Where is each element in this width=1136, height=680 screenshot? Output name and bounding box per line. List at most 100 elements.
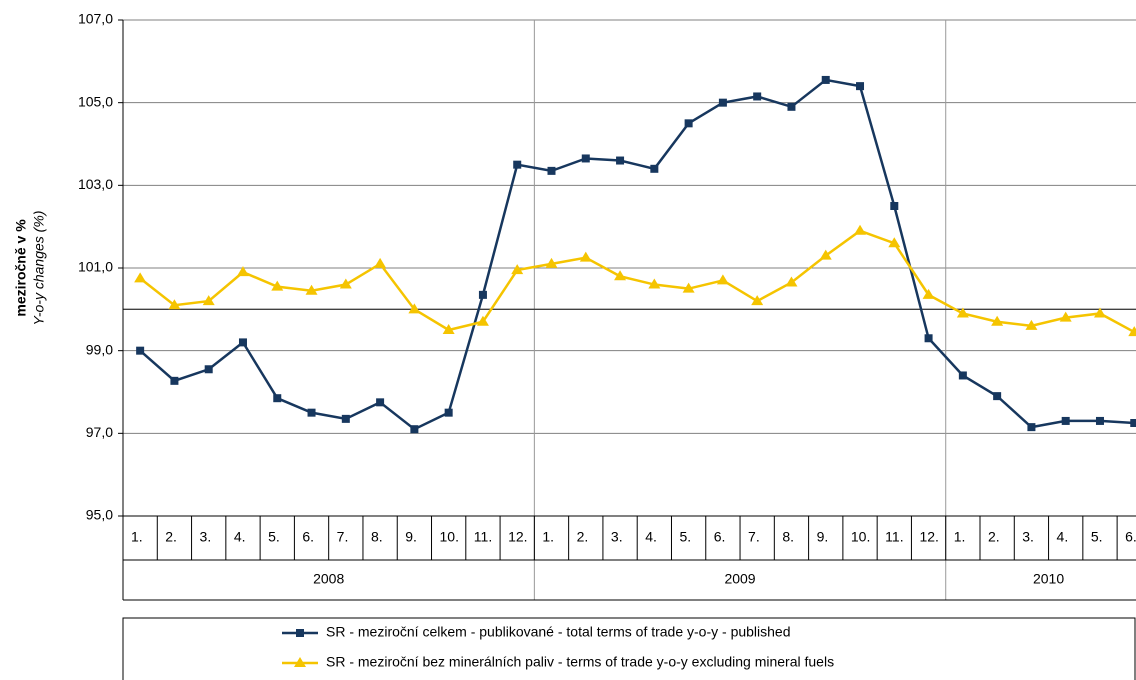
x-tick-label: 5. bbox=[1091, 529, 1103, 545]
x-tick-label: 1. bbox=[954, 529, 966, 545]
marker bbox=[547, 166, 556, 175]
marker bbox=[614, 270, 627, 281]
marker bbox=[476, 315, 489, 326]
marker bbox=[684, 119, 693, 128]
y-tick-label: 103,0 bbox=[78, 176, 113, 192]
marker bbox=[376, 398, 385, 407]
marker bbox=[168, 299, 181, 310]
x-tick-label: 2. bbox=[988, 529, 1000, 545]
marker bbox=[716, 274, 729, 285]
marker bbox=[648, 278, 661, 289]
x-tick-label: 11. bbox=[474, 529, 492, 545]
x-tick-label: 4. bbox=[1057, 529, 1069, 545]
marker bbox=[410, 425, 419, 434]
marker bbox=[785, 276, 798, 287]
x-tick-label: 8. bbox=[371, 529, 383, 545]
x-tick-label: 3. bbox=[1022, 529, 1034, 545]
marker bbox=[339, 278, 352, 289]
marker bbox=[1027, 423, 1036, 432]
x-tick-label: 2. bbox=[577, 529, 589, 545]
marker bbox=[513, 160, 522, 169]
marker bbox=[581, 154, 590, 163]
marker bbox=[890, 202, 899, 210]
marker bbox=[444, 408, 453, 417]
marker bbox=[170, 376, 179, 385]
x-tick-label: 9. bbox=[817, 529, 829, 545]
x-tick-label: 6. bbox=[1125, 529, 1136, 545]
marker bbox=[991, 315, 1004, 326]
x-tick-label: 3. bbox=[200, 529, 212, 545]
marker bbox=[204, 365, 213, 374]
x-tick-label: 7. bbox=[337, 529, 349, 545]
x-tick-label: 12. bbox=[508, 529, 527, 545]
marker bbox=[442, 324, 455, 334]
x-tick-label: 5. bbox=[268, 529, 280, 545]
x-tick-label: 5. bbox=[679, 529, 691, 545]
marker bbox=[854, 224, 867, 235]
marker bbox=[922, 288, 935, 299]
marker bbox=[1095, 416, 1104, 425]
x-tick-label: 11. bbox=[885, 529, 903, 545]
y-tick-label: 107,0 bbox=[78, 11, 113, 27]
marker bbox=[511, 264, 524, 275]
x-tick-label: 4. bbox=[645, 529, 657, 545]
marker bbox=[650, 164, 659, 173]
marker bbox=[1093, 307, 1106, 318]
marker bbox=[408, 303, 421, 314]
marker bbox=[1025, 319, 1038, 330]
marker bbox=[958, 371, 967, 380]
marker bbox=[545, 257, 558, 268]
marker bbox=[1059, 311, 1072, 322]
marker bbox=[993, 392, 1002, 401]
x-tick-label: 3. bbox=[611, 529, 623, 545]
legend-label: SR - meziroční bez minerálních paliv - t… bbox=[326, 654, 834, 670]
x-tick-label: 10. bbox=[851, 529, 870, 545]
x-tick-label: 6. bbox=[714, 529, 726, 545]
legend-marker bbox=[296, 629, 304, 637]
marker bbox=[888, 237, 901, 248]
marker bbox=[307, 408, 316, 417]
x-tick-label: 6. bbox=[302, 529, 314, 545]
marker bbox=[273, 394, 282, 403]
marker bbox=[238, 338, 247, 347]
marker bbox=[305, 284, 318, 295]
marker bbox=[751, 295, 764, 306]
series-line bbox=[139, 78, 1135, 431]
x-tick-label: 12. bbox=[919, 529, 938, 545]
marker bbox=[787, 102, 796, 111]
x-group-label: 2008 bbox=[313, 571, 344, 587]
marker bbox=[271, 280, 284, 291]
marker bbox=[924, 334, 933, 343]
y-axis-sublabel: Y-o-y changes (%) bbox=[31, 211, 47, 326]
marker bbox=[821, 75, 830, 84]
y-tick-label: 95,0 bbox=[86, 507, 113, 523]
x-tick-label: 7. bbox=[748, 529, 760, 545]
marker bbox=[819, 249, 832, 260]
legend-box bbox=[122, 617, 1136, 680]
marker bbox=[753, 92, 762, 101]
y-tick-label: 101,0 bbox=[78, 259, 113, 275]
marker bbox=[341, 414, 350, 423]
marker bbox=[134, 272, 147, 283]
marker bbox=[856, 82, 865, 91]
marker bbox=[718, 98, 727, 107]
legend-label: SR - meziroční celkem - publikované - to… bbox=[326, 624, 791, 640]
x-tick-label: 4. bbox=[234, 529, 246, 545]
x-tick-label: 10. bbox=[440, 529, 459, 545]
marker bbox=[1128, 326, 1136, 337]
x-tick-label: 1. bbox=[131, 529, 143, 545]
marker bbox=[136, 346, 145, 355]
x-tick-label: 2. bbox=[165, 529, 177, 545]
legend-marker bbox=[294, 657, 306, 667]
x-tick-label: 9. bbox=[405, 529, 417, 545]
marker bbox=[1130, 419, 1136, 427]
marker bbox=[202, 295, 215, 306]
marker bbox=[616, 156, 625, 165]
y-tick-label: 105,0 bbox=[78, 93, 113, 109]
marker bbox=[682, 282, 695, 293]
y-tick-label: 99,0 bbox=[86, 341, 113, 357]
marker bbox=[956, 307, 969, 318]
marker bbox=[579, 251, 592, 262]
marker bbox=[1061, 416, 1070, 425]
